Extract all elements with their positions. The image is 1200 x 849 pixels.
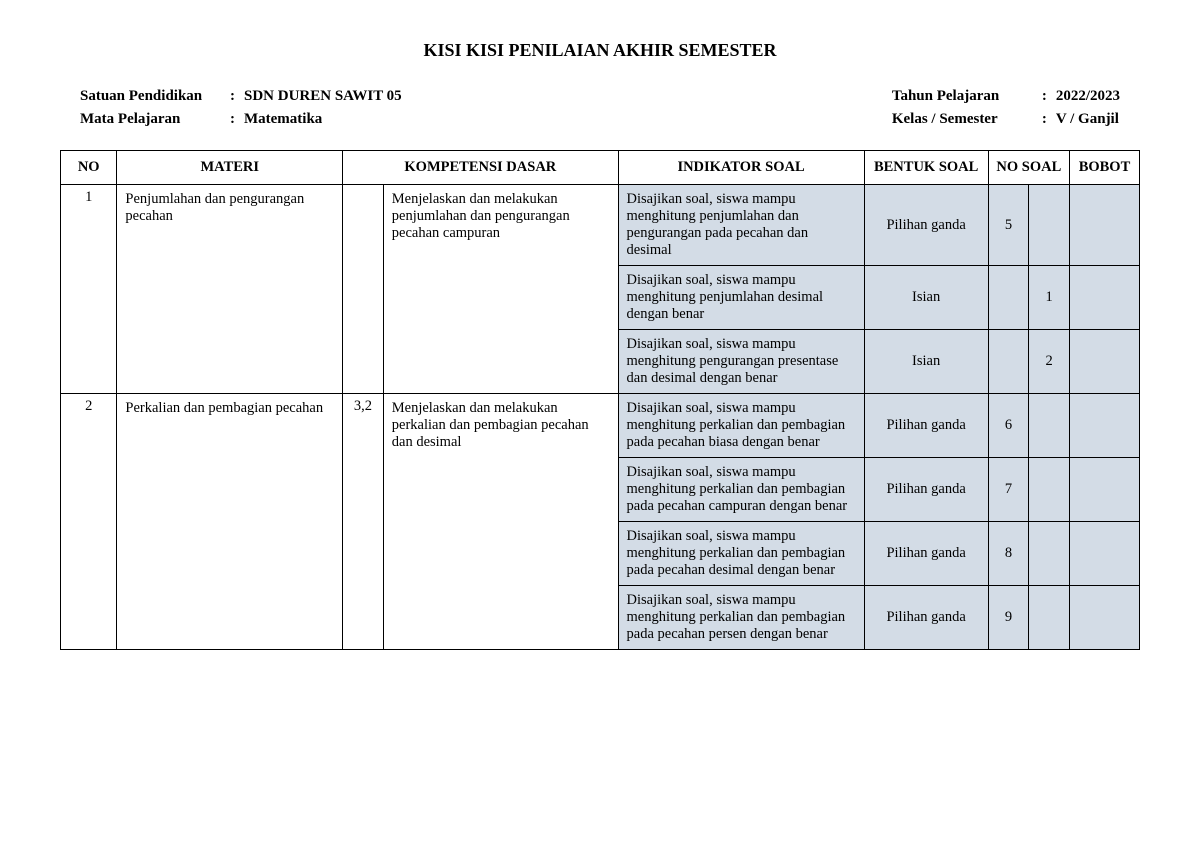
cell-bobot bbox=[1069, 522, 1139, 586]
cell-indikator: Disajikan soal, siswa mampu menghitung p… bbox=[618, 586, 864, 650]
cell-bentuk: Isian bbox=[864, 266, 988, 330]
table-body: 1Penjumlahan dan pengurangan pecahanMenj… bbox=[61, 185, 1140, 650]
cell-bentuk: Isian bbox=[864, 330, 988, 394]
meta-left: Satuan Pendidikan : SDN DUREN SAWIT 05 M… bbox=[80, 85, 402, 130]
cell-no: 1 bbox=[61, 185, 117, 394]
cell-nosoal-a: 8 bbox=[988, 522, 1029, 586]
cell-kd-number: 3,2 bbox=[343, 394, 384, 650]
cell-bobot bbox=[1069, 458, 1139, 522]
kisi-table: NO MATERI KOMPETENSI DASAR INDIKATOR SOA… bbox=[60, 150, 1140, 650]
col-bentuk: BENTUK SOAL bbox=[864, 151, 988, 185]
cell-nosoal-a: 7 bbox=[988, 458, 1029, 522]
meta-value: V / Ganjil bbox=[1056, 108, 1119, 131]
col-no: NO bbox=[61, 151, 117, 185]
cell-nosoal-a: 5 bbox=[988, 185, 1029, 266]
meta-label: Satuan Pendidikan bbox=[80, 85, 230, 108]
meta-sep: : bbox=[230, 85, 244, 108]
meta-sep: : bbox=[1042, 85, 1056, 108]
meta-label: Kelas / Semester bbox=[892, 108, 1042, 131]
cell-nosoal-b bbox=[1029, 586, 1070, 650]
cell-bentuk: Pilihan ganda bbox=[864, 458, 988, 522]
col-materi: MATERI bbox=[117, 151, 343, 185]
cell-nosoal-b bbox=[1029, 458, 1070, 522]
cell-bobot bbox=[1069, 586, 1139, 650]
meta-block: Satuan Pendidikan : SDN DUREN SAWIT 05 M… bbox=[80, 85, 1120, 130]
table-header-row: NO MATERI KOMPETENSI DASAR INDIKATOR SOA… bbox=[61, 151, 1140, 185]
cell-indikator: Disajikan soal, siswa mampu menghitung p… bbox=[618, 330, 864, 394]
cell-nosoal-b bbox=[1029, 522, 1070, 586]
cell-indikator: Disajikan soal, siswa mampu menghitung p… bbox=[618, 185, 864, 266]
col-bobot: BOBOT bbox=[1069, 151, 1139, 185]
col-nosoal: NO SOAL bbox=[988, 151, 1069, 185]
cell-bobot bbox=[1069, 394, 1139, 458]
meta-value: 2022/2023 bbox=[1056, 85, 1120, 108]
meta-label: Mata Pelajaran bbox=[80, 108, 230, 131]
table-row: 2Perkalian dan pembagian pecahan3,2Menje… bbox=[61, 394, 1140, 458]
cell-indikator: Disajikan soal, siswa mampu menghitung p… bbox=[618, 394, 864, 458]
meta-sep: : bbox=[1042, 108, 1056, 131]
cell-nosoal-a: 9 bbox=[988, 586, 1029, 650]
cell-kd: Menjelaskan dan melakukan perkalian dan … bbox=[383, 394, 618, 650]
cell-indikator: Disajikan soal, siswa mampu menghitung p… bbox=[618, 458, 864, 522]
cell-bobot bbox=[1069, 185, 1139, 266]
cell-bentuk: Pilihan ganda bbox=[864, 522, 988, 586]
cell-indikator: Disajikan soal, siswa mampu menghitung p… bbox=[618, 522, 864, 586]
cell-kd: Menjelaskan dan melakukan penjumlahan da… bbox=[383, 185, 618, 394]
meta-value: Matematika bbox=[244, 108, 322, 131]
cell-materi: Perkalian dan pembagian pecahan bbox=[117, 394, 343, 650]
meta-value: SDN DUREN SAWIT 05 bbox=[244, 85, 402, 108]
cell-bobot bbox=[1069, 266, 1139, 330]
cell-nosoal-b bbox=[1029, 185, 1070, 266]
cell-nosoal-a: 6 bbox=[988, 394, 1029, 458]
cell-nosoal-a bbox=[988, 266, 1029, 330]
col-indikator: INDIKATOR SOAL bbox=[618, 151, 864, 185]
col-kd: KOMPETENSI DASAR bbox=[343, 151, 618, 185]
meta-right: Tahun Pelajaran : 2022/2023 Kelas / Seme… bbox=[892, 85, 1120, 130]
cell-bentuk: Pilihan ganda bbox=[864, 586, 988, 650]
cell-nosoal-a bbox=[988, 330, 1029, 394]
cell-indikator: Disajikan soal, siswa mampu menghitung p… bbox=[618, 266, 864, 330]
meta-label: Tahun Pelajaran bbox=[892, 85, 1042, 108]
cell-kd-number bbox=[343, 185, 384, 394]
table-row: 1Penjumlahan dan pengurangan pecahanMenj… bbox=[61, 185, 1140, 266]
cell-bentuk: Pilihan ganda bbox=[864, 394, 988, 458]
cell-nosoal-b: 1 bbox=[1029, 266, 1070, 330]
cell-bentuk: Pilihan ganda bbox=[864, 185, 988, 266]
meta-sep: : bbox=[230, 108, 244, 131]
cell-materi: Penjumlahan dan pengurangan pecahan bbox=[117, 185, 343, 394]
cell-bobot bbox=[1069, 330, 1139, 394]
cell-nosoal-b: 2 bbox=[1029, 330, 1070, 394]
cell-no: 2 bbox=[61, 394, 117, 650]
page-title: KISI KISI PENILAIAN AKHIR SEMESTER bbox=[60, 40, 1140, 61]
cell-nosoal-b bbox=[1029, 394, 1070, 458]
